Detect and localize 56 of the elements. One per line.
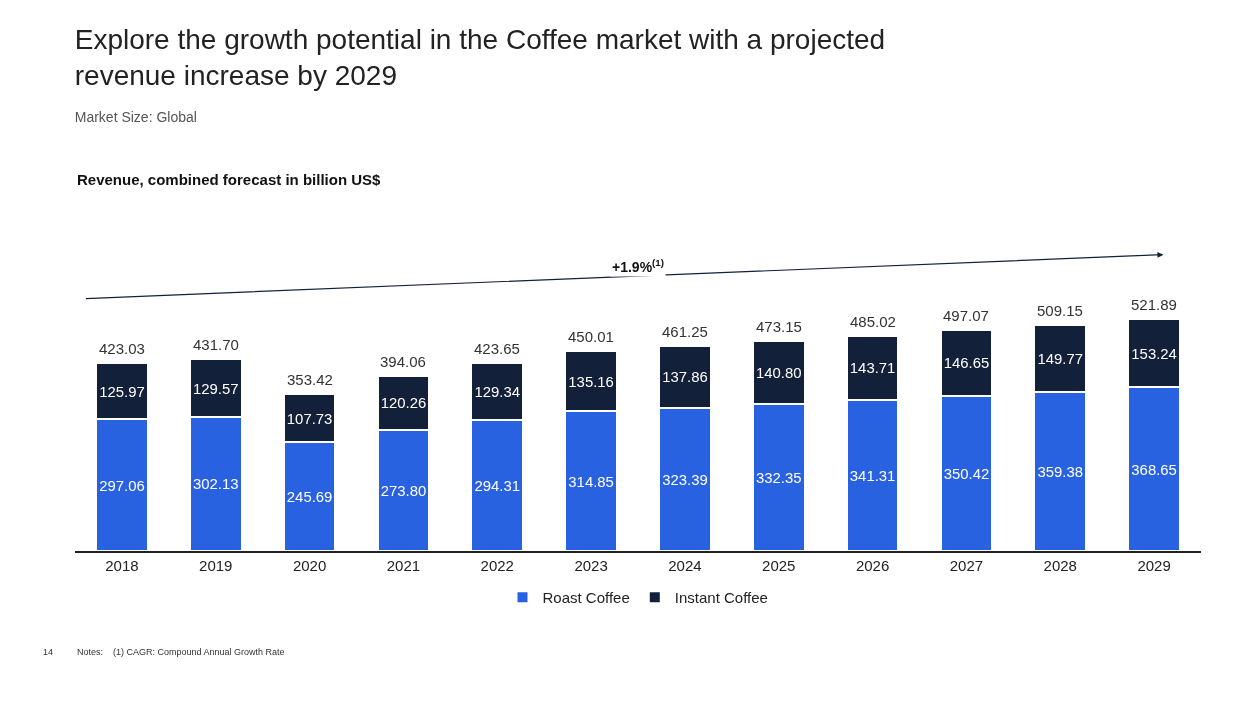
total-label: 394.06: [380, 353, 426, 370]
x-tick-label: 2020: [292, 557, 327, 574]
data-label: 273.80: [380, 482, 427, 499]
legend-label: Roast Coffee: [542, 589, 630, 607]
data-label: 368.65: [1131, 461, 1177, 478]
data-label: 323.39: [662, 471, 708, 488]
text: Notes: (1) CAGR: Compound Annual Growth Rate: [77, 647, 285, 657]
x-tick-label: 2018: [105, 557, 139, 574]
total-label: 450.01: [568, 328, 614, 345]
data-label: 294.31: [474, 478, 521, 495]
total-label: 521.89: [1131, 296, 1177, 313]
x-tick-label: 2019: [199, 557, 233, 574]
data-label: 137.86: [662, 369, 708, 386]
data-label: 135.16: [568, 373, 614, 390]
x-tick-label: 2022: [480, 557, 514, 574]
chart-title: Explore the growth potential in the Coffee market with a projected revenue increase by 2029: [74, 24, 886, 92]
data-label: 107.73: [286, 410, 333, 427]
total-label: 353.42: [287, 371, 333, 388]
data-label: 245.69: [286, 488, 333, 505]
total-label: 473.15: [756, 318, 802, 335]
total-label: 431.70: [193, 336, 239, 353]
legend-label: Instant Coffee: [674, 589, 768, 607]
data-label: 297.06: [99, 477, 145, 494]
total-label: 423.65: [474, 340, 520, 357]
data-label: 129.57: [192, 380, 239, 397]
x-tick-label: 2023: [574, 557, 608, 574]
data-label: 350.42: [943, 465, 990, 482]
data-label: 120.26: [380, 395, 427, 412]
total-label: 423.03: [99, 340, 145, 357]
data-label: 359.38: [1037, 463, 1084, 480]
x-tick-label: 2028: [1043, 557, 1077, 574]
total-label: 509.15: [1037, 302, 1083, 319]
x-tick-label: 2029: [1137, 557, 1171, 574]
x-tick-label: 2025: [762, 557, 796, 574]
x-tick-label: 2021: [386, 557, 421, 574]
data-label: 129.34: [474, 384, 521, 401]
data-label: 143.71: [849, 360, 896, 377]
total-label: 461.25: [662, 323, 708, 340]
data-label: 341.31: [849, 467, 896, 484]
chart-subtitle: Market Size: Global: [74, 108, 197, 125]
x-tick-label: 2024: [668, 557, 702, 574]
data-label: 302.13: [192, 476, 239, 493]
text: 14: [43, 647, 54, 657]
data-label: 146.65: [943, 355, 990, 372]
data-label: 332.35: [755, 469, 802, 486]
text: Revenue, combined forecast in billion US$: [77, 171, 382, 188]
x-tick-label: 2026: [855, 557, 890, 574]
data-label: 153.24: [1131, 345, 1177, 362]
data-label: 125.97: [99, 383, 145, 400]
total-label: 497.07: [943, 307, 989, 324]
data-label: 149.77: [1037, 350, 1084, 367]
data-label: 140.80: [755, 364, 802, 381]
data-label: 314.85: [568, 473, 614, 490]
x-tick-label: 2027: [949, 557, 984, 574]
text: +1.9%$^{(1)}$: [612, 257, 665, 275]
total-label: 485.02: [850, 313, 896, 330]
